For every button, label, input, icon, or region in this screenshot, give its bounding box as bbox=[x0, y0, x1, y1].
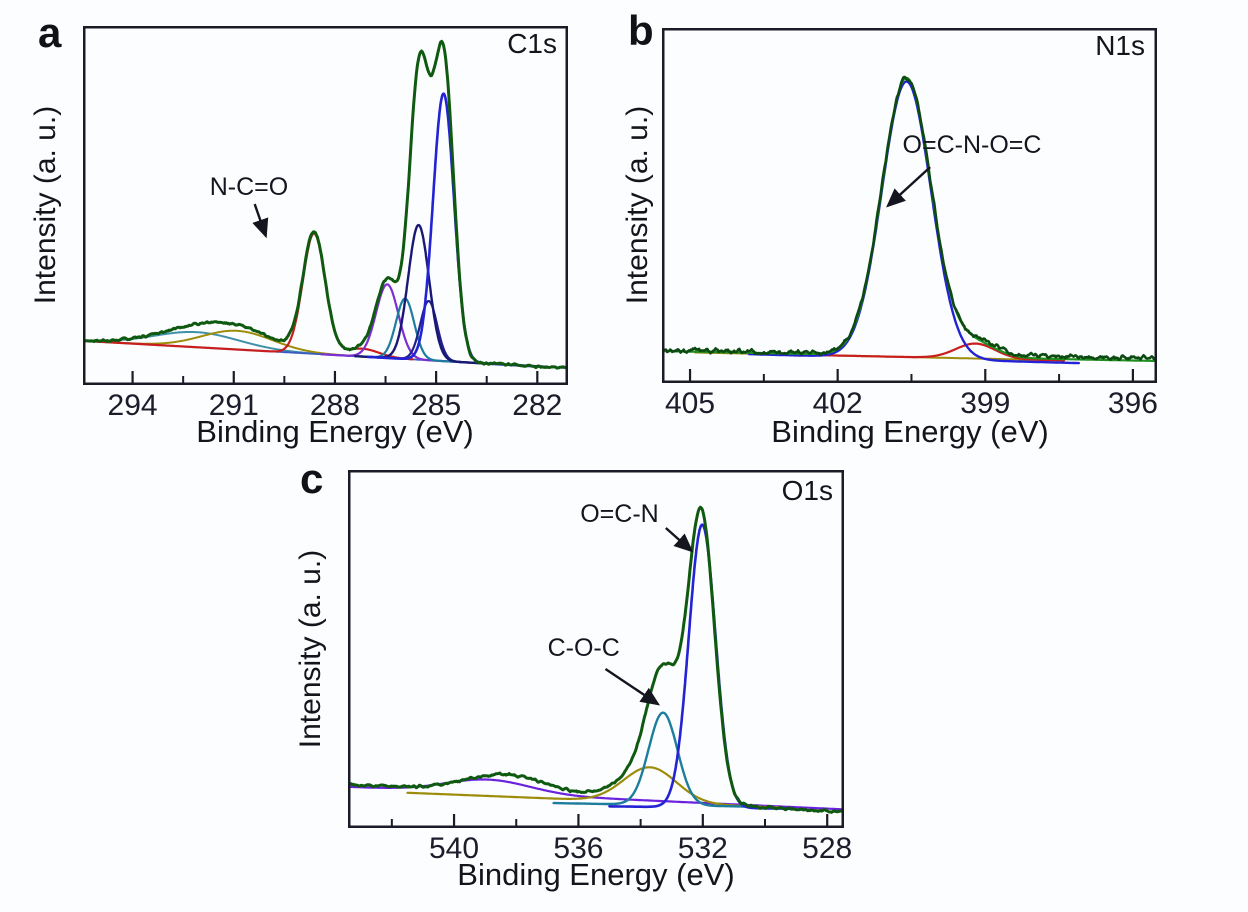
x-tick-label: 532 bbox=[677, 832, 728, 865]
x-tick-label: 288 bbox=[309, 389, 360, 422]
x-tick-label: 528 bbox=[802, 832, 853, 865]
o1s-plot bbox=[348, 470, 844, 828]
x-tick-label: 536 bbox=[553, 832, 604, 865]
y-axis-label-c: Intensity (a. u.) bbox=[294, 549, 327, 749]
x-tick-label: 285 bbox=[411, 389, 462, 422]
x-tick-label: 291 bbox=[208, 389, 259, 422]
x-axis-title-c: Binding Energy (eV) bbox=[457, 857, 735, 892]
spectrum-label-c1s: C1s bbox=[507, 28, 557, 59]
x-tick-label: 282 bbox=[512, 389, 563, 422]
x-tick-label: 405 bbox=[665, 387, 716, 420]
y-axis-label-a: Intensity (a. u.) bbox=[29, 105, 62, 305]
x-tick-label: 294 bbox=[107, 389, 158, 422]
y-axis-label-b: Intensity (a. u.) bbox=[621, 105, 654, 305]
n1s-plot bbox=[662, 28, 1157, 383]
annotation-n-c-o: N-C=O bbox=[209, 173, 289, 202]
x-tick-label: 540 bbox=[429, 832, 480, 865]
c1s-plot bbox=[83, 26, 568, 385]
spectrum-label-o1s: O1s bbox=[781, 475, 833, 506]
x-axis-title-b: Binding Energy (eV) bbox=[771, 414, 1049, 449]
annotation-o-c-n-o-c: O=C-N-O=C bbox=[902, 130, 1042, 159]
x-tick-label: 399 bbox=[960, 387, 1011, 420]
x-tick-label: 402 bbox=[812, 387, 863, 420]
spectrum-label-n1s: N1s bbox=[1095, 30, 1145, 61]
panel-letter-c: c bbox=[300, 455, 324, 502]
x-tick-label: 396 bbox=[1107, 387, 1158, 420]
panel-letter-b: b bbox=[628, 7, 654, 54]
x-axis-title-a: Binding Energy (eV) bbox=[196, 414, 474, 449]
panel-letter-a: a bbox=[38, 9, 62, 56]
annotation-c-o-c: C-O-C bbox=[547, 634, 620, 663]
annotation-o-c-n: O=C-N bbox=[580, 499, 659, 528]
